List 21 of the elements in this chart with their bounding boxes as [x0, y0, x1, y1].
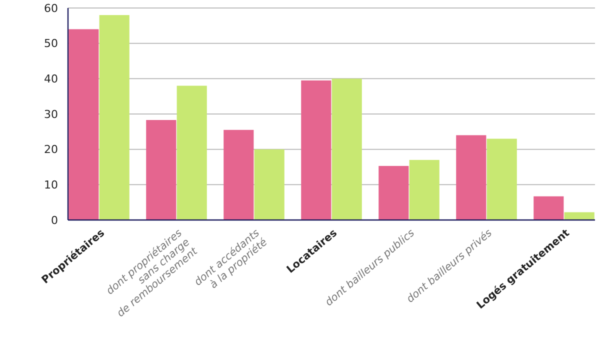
bar [301, 80, 332, 220]
bar [254, 149, 284, 220]
y-tick-label: 10 [44, 178, 58, 192]
y-tick-label: 50 [44, 37, 58, 50]
bar [456, 135, 486, 220]
bar [99, 15, 130, 220]
bar [378, 166, 409, 220]
bar [68, 29, 99, 220]
bar [146, 120, 176, 220]
bar [564, 212, 594, 220]
y-tick-label: 60 [44, 2, 58, 15]
y-tick-label: 0 [51, 214, 58, 227]
y-tick-label: 40 [44, 72, 58, 86]
bar [224, 130, 254, 220]
bar [486, 138, 517, 220]
bar [409, 160, 440, 220]
y-tick-label: 20 [44, 143, 58, 156]
bar [332, 78, 362, 220]
bar [534, 196, 564, 220]
bar [176, 86, 207, 220]
y-tick-label: 30 [44, 108, 58, 121]
